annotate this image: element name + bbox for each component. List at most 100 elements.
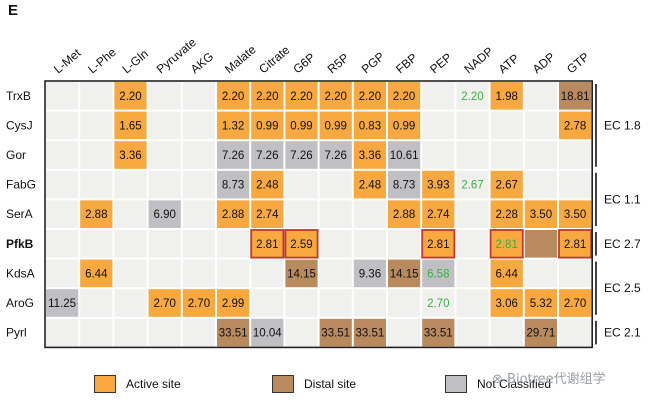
heatmap-cell [251, 230, 284, 258]
cell-value: 2.20 [393, 91, 415, 103]
row-label: SerA [6, 207, 33, 221]
cell-value: 2.70 [188, 298, 210, 310]
empty-cell [181, 258, 217, 289]
heatmap-cell [490, 170, 523, 199]
cell-value: 2.74 [427, 209, 450, 221]
group-label: EC 2.5 [604, 281, 641, 295]
empty-cell [147, 110, 182, 141]
cell-value: 8.73 [222, 180, 244, 192]
group-label: EC 1.8 [604, 118, 641, 132]
empty-cell [489, 110, 524, 141]
cell-value: 14.15 [287, 268, 316, 280]
heatmap-cell [182, 289, 215, 317]
heatmap-cell [251, 170, 284, 199]
panel-label: E [8, 2, 19, 19]
legend-label-active: Active site [126, 377, 181, 391]
empty-cell [455, 258, 490, 289]
wechat-icon: ⊗ [492, 372, 503, 387]
cell-value: 2.70 [427, 298, 449, 310]
cell-value: 2.88 [85, 209, 107, 221]
heatmap-cell [251, 82, 284, 110]
cell-value: 9.36 [359, 268, 381, 280]
empty-cell [523, 110, 558, 141]
cell-value: 3.93 [427, 180, 449, 192]
empty-cell [45, 199, 80, 229]
group-label: EC 2.7 [604, 237, 641, 251]
cell-value: 0.99 [256, 120, 278, 132]
empty-cell [284, 169, 319, 200]
heatmap-cell [559, 230, 592, 258]
cell-value: 6.44 [496, 268, 519, 280]
empty-cell [421, 81, 456, 111]
legend-swatch-distal [272, 375, 294, 393]
empty-cell [147, 258, 182, 289]
row-label: PfkB [6, 237, 34, 251]
row-label: KdsA [6, 266, 35, 280]
cell-value: 10.61 [390, 150, 419, 162]
heatmap-cell [46, 289, 79, 317]
empty-cell [79, 110, 114, 141]
empty-cell [455, 288, 490, 318]
cell-value: 0.83 [359, 120, 381, 132]
heatmap-cell [319, 141, 352, 169]
empty-cell [45, 229, 80, 259]
cell-value: 2.70 [154, 298, 176, 310]
cell-value: 2.74 [256, 209, 279, 221]
empty-cell [387, 288, 422, 318]
cell-value: 33.51 [424, 328, 453, 340]
cell-value: 6.90 [154, 209, 176, 221]
column-label: PEP [427, 50, 454, 76]
group-label: EC 2.1 [604, 326, 641, 340]
heatmap-cell [353, 111, 386, 140]
cell-value: 8.73 [393, 180, 415, 192]
empty-cell [455, 169, 490, 200]
cell-value: 2.20 [256, 91, 278, 103]
heatmap-cell [80, 200, 113, 228]
column-label: ADP [530, 50, 558, 77]
group-label: EC 1.1 [604, 192, 641, 206]
cell-value: 2.20 [325, 91, 347, 103]
column-label: FBP [393, 51, 420, 77]
empty-cell [181, 110, 217, 141]
legend-active: Active site [94, 373, 181, 395]
empty-cell [421, 288, 456, 318]
empty-cell [45, 169, 80, 200]
cell-value: 2.88 [393, 209, 415, 221]
cell-value: 2.81 [256, 239, 278, 251]
empty-cell [318, 199, 353, 229]
heatmap-cell [285, 259, 318, 288]
cell-value: 18.81 [561, 91, 590, 103]
cell-value: 33.51 [356, 328, 385, 340]
highlight-border [558, 229, 593, 259]
cell-value: 7.26 [325, 150, 347, 162]
heatmap-cell [388, 259, 421, 288]
cell-value: 2.78 [564, 120, 586, 132]
heatmap-cell [251, 318, 284, 347]
heatmap-cell [285, 111, 318, 140]
cell-value: 0.99 [325, 120, 347, 132]
grid-border [44, 80, 594, 349]
empty-cell [318, 169, 353, 200]
empty-cell [523, 140, 558, 170]
empty-cell [455, 229, 490, 259]
empty-cell [250, 258, 285, 289]
column-label: AKG [188, 49, 216, 76]
heatmap-cell [251, 200, 284, 228]
heatmap-cell [217, 200, 250, 228]
empty-cell [147, 229, 182, 259]
empty-cell [181, 81, 217, 111]
heatmap-cell [353, 82, 386, 110]
empty-cell [181, 229, 217, 259]
empty-cell [318, 258, 353, 289]
highlight-border [489, 229, 524, 259]
highlight-border [250, 229, 285, 259]
empty-cell [147, 81, 182, 111]
heatmap-cell [319, 82, 352, 110]
column-label: PGP [359, 49, 387, 76]
empty-cell [489, 317, 524, 348]
row-label: Pyrl [6, 326, 27, 340]
heatmap-cell [388, 111, 421, 140]
empty-cell [45, 258, 80, 289]
empty-cell [558, 169, 593, 200]
cell-value: 0.99 [393, 120, 415, 132]
